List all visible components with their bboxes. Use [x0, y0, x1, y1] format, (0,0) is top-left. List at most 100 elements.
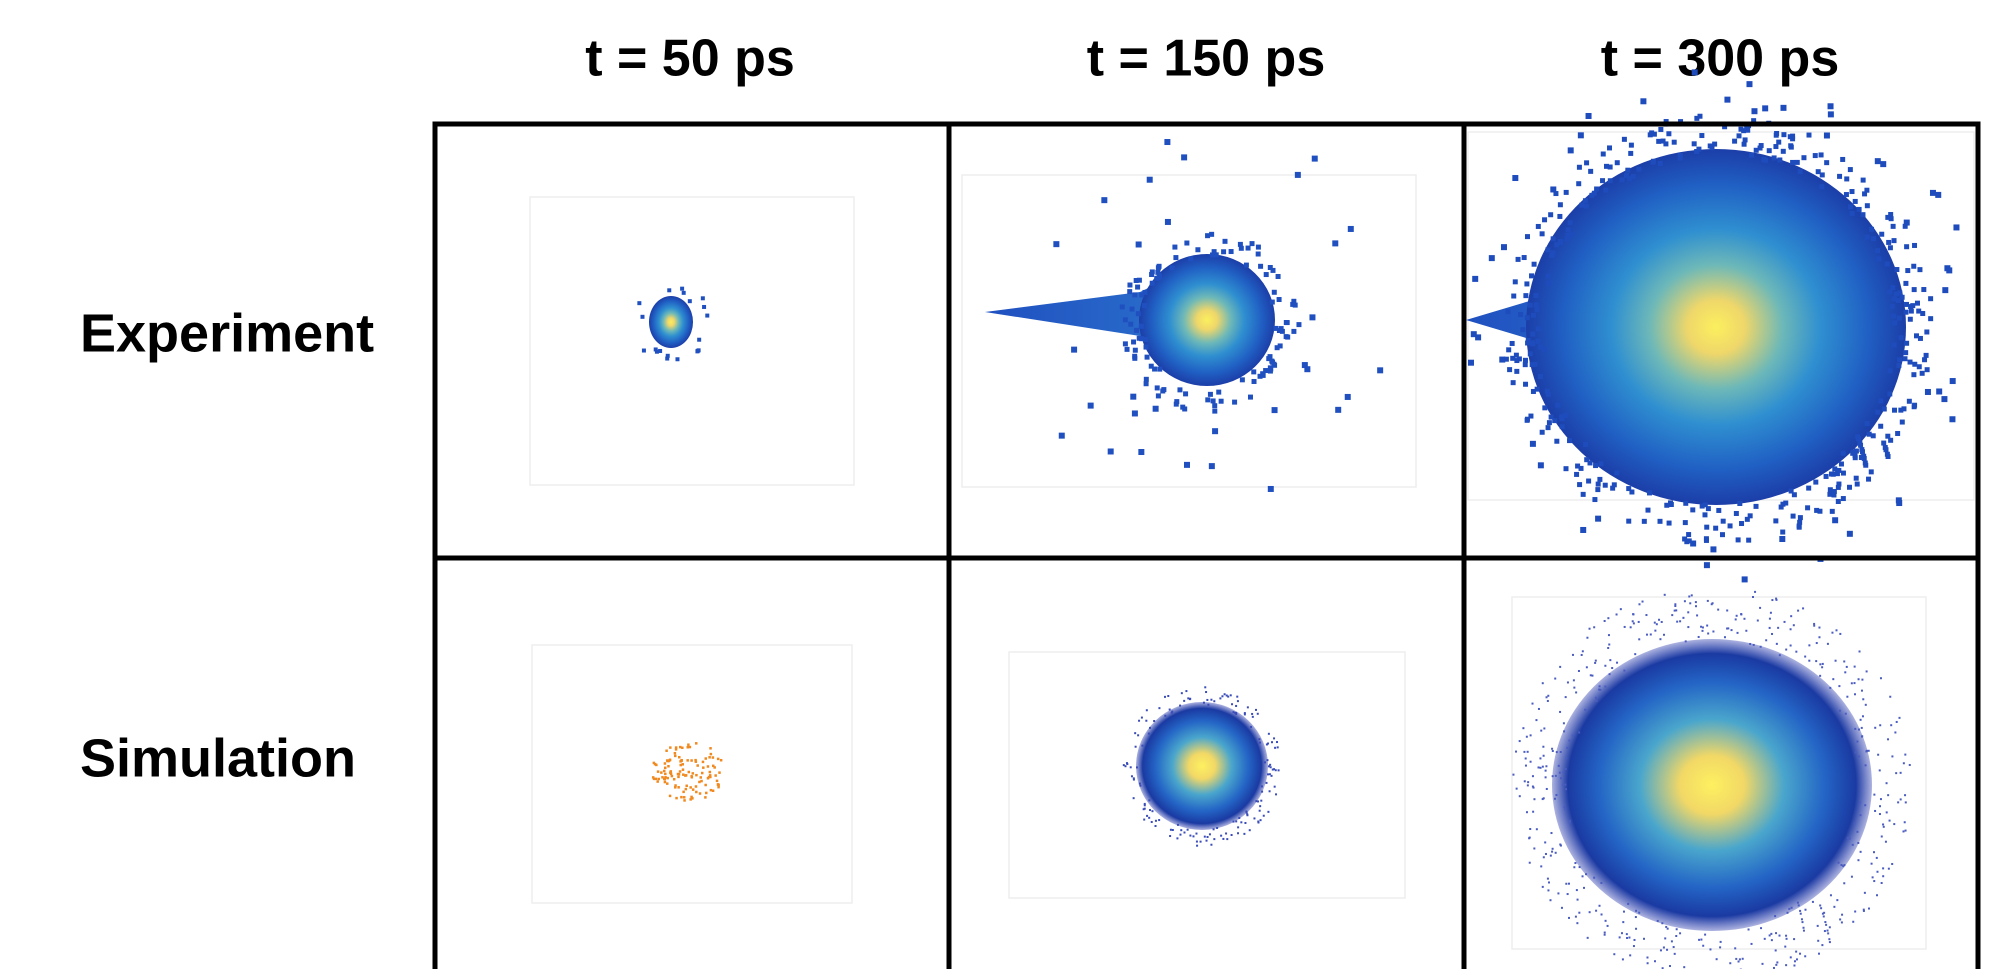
speck	[1841, 864, 1843, 866]
speck	[1157, 367, 1162, 372]
speck	[1844, 176, 1849, 181]
speck	[1698, 636, 1700, 638]
speck	[683, 796, 686, 799]
speck	[1547, 889, 1549, 891]
speck	[1845, 713, 1847, 715]
speck	[1774, 131, 1779, 136]
speck	[1527, 784, 1529, 786]
speck	[664, 762, 667, 765]
speck	[1897, 357, 1902, 362]
speck	[1917, 364, 1922, 369]
speck	[1876, 857, 1878, 859]
speck	[683, 799, 686, 802]
speck	[1803, 927, 1805, 929]
speck	[1582, 875, 1584, 877]
speck	[1221, 695, 1223, 697]
speck	[1764, 938, 1766, 940]
speck	[1216, 827, 1218, 829]
speck	[1604, 934, 1606, 936]
speck	[1268, 486, 1274, 492]
column-header: t = 300 ps	[1601, 30, 1839, 88]
speck	[1472, 276, 1478, 282]
speck	[1529, 828, 1531, 830]
speck	[1244, 822, 1246, 824]
speck	[1231, 834, 1233, 836]
speck	[1724, 636, 1726, 638]
speck	[1771, 633, 1773, 635]
speck	[1793, 965, 1795, 967]
speck	[1135, 746, 1137, 748]
speck	[1912, 243, 1917, 248]
speck	[1180, 829, 1182, 831]
speck	[1511, 294, 1516, 299]
speck	[1557, 214, 1562, 219]
speck	[1535, 719, 1537, 721]
speck	[1683, 520, 1688, 525]
speck	[1673, 946, 1675, 948]
speck	[712, 756, 715, 759]
speck	[1185, 690, 1187, 692]
speck	[1137, 734, 1139, 736]
speck	[1839, 462, 1844, 467]
speck	[1813, 480, 1818, 485]
speck	[1587, 937, 1589, 939]
speck	[1529, 862, 1531, 864]
speck	[1830, 509, 1835, 514]
speck	[1694, 149, 1699, 154]
speck	[1621, 932, 1623, 934]
speck	[1777, 157, 1782, 162]
speck	[1207, 704, 1209, 706]
speck	[1247, 706, 1249, 708]
speck	[1825, 924, 1827, 926]
speck	[1252, 716, 1254, 718]
speck	[1719, 946, 1721, 948]
speck	[1789, 145, 1794, 150]
speck	[1684, 539, 1689, 544]
speck	[707, 765, 710, 768]
speck	[1687, 611, 1689, 613]
speck	[1905, 268, 1910, 273]
speck	[1690, 507, 1695, 512]
speck	[1861, 679, 1863, 681]
speck	[1126, 763, 1128, 765]
speck	[1728, 523, 1733, 528]
speck	[1871, 236, 1876, 241]
speck	[1255, 709, 1257, 711]
speck	[1607, 647, 1609, 649]
speck	[1843, 864, 1845, 866]
speck	[1240, 821, 1242, 823]
speck	[1527, 781, 1529, 783]
speck	[1538, 708, 1540, 710]
speck	[1828, 111, 1834, 117]
speck	[1841, 914, 1843, 916]
speck	[1629, 143, 1634, 148]
speck	[1560, 751, 1562, 753]
speck	[1542, 746, 1544, 748]
speck	[1736, 537, 1741, 542]
speck	[1869, 227, 1874, 232]
speck	[1615, 160, 1620, 165]
speck	[1546, 696, 1548, 698]
speck	[1861, 690, 1863, 692]
speck	[1716, 958, 1718, 960]
speck	[1753, 644, 1755, 646]
speck	[1623, 911, 1625, 913]
speck	[666, 759, 669, 762]
speck	[1237, 832, 1239, 834]
speck	[1915, 301, 1920, 306]
speck	[1563, 466, 1568, 471]
speck	[1902, 356, 1907, 361]
speck	[1234, 712, 1236, 714]
speck	[642, 349, 646, 353]
speck	[1775, 964, 1777, 966]
speck	[1272, 769, 1274, 771]
speck	[1707, 600, 1709, 602]
speck	[1545, 770, 1547, 772]
speck	[1795, 651, 1797, 653]
speck	[1272, 290, 1277, 295]
speck	[1542, 798, 1544, 800]
speck	[1738, 127, 1743, 132]
speck	[1802, 607, 1804, 609]
speck	[1584, 160, 1589, 165]
speck	[1846, 696, 1848, 698]
